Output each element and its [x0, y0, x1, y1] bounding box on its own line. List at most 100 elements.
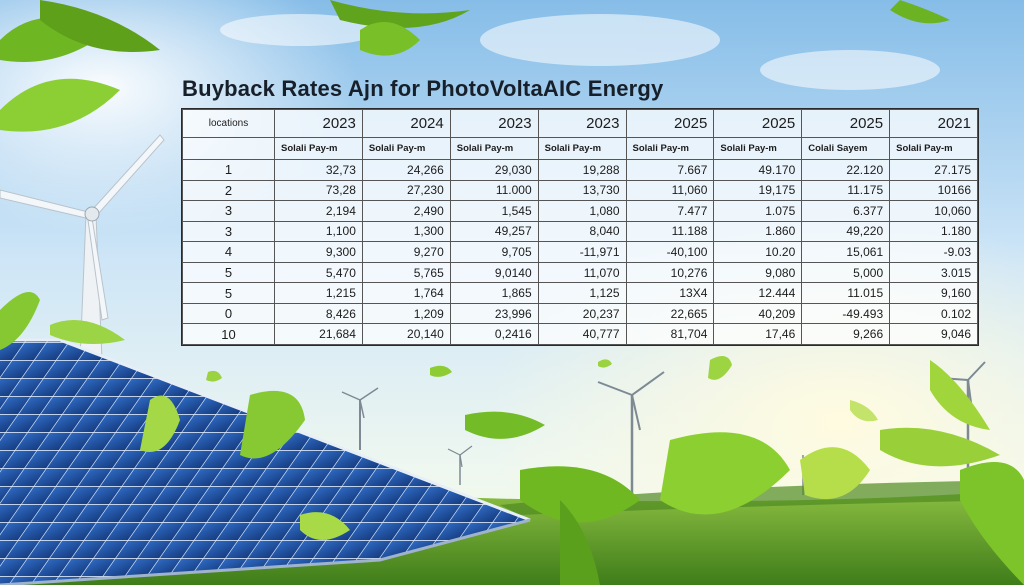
- table-cell: 24,266: [361, 159, 451, 181]
- table-cell: 1.075: [713, 200, 803, 222]
- table-cell: 12.444: [713, 282, 803, 304]
- row-index: 4: [182, 241, 275, 263]
- subheader: Solali Pay-m: [274, 137, 363, 160]
- year-header: 2025: [625, 109, 715, 138]
- table-cell: 2,490: [361, 200, 451, 222]
- table-cell: 9,0140: [449, 261, 539, 284]
- year-header: 2021: [889, 109, 978, 138]
- table-cell: 9,046: [889, 323, 978, 345]
- table-cell: -40,100: [625, 241, 715, 263]
- table-cell: 27.175: [889, 159, 978, 181]
- table-cell: 40,777: [537, 323, 627, 345]
- table-cell: 20,140: [361, 323, 451, 345]
- year-header: 2025: [801, 109, 891, 138]
- table-cell: 1,209: [361, 302, 451, 325]
- table-cell: 1.860: [713, 220, 803, 243]
- table-cell: 5,765: [361, 261, 451, 284]
- table-cell: 1.180: [889, 220, 978, 243]
- table-cell: 6.377: [801, 200, 891, 222]
- table-cell: 81,704: [625, 323, 715, 345]
- subheader: Solali Pay-m: [625, 137, 715, 160]
- table-cell: 7.477: [625, 200, 715, 222]
- table-cell: 5,470: [274, 261, 363, 284]
- row-index: 10: [182, 323, 275, 345]
- table-cell: 2,194: [274, 200, 363, 222]
- table-cell: 29,030: [449, 159, 539, 181]
- subheader-row: Solali Pay-m Solali Pay-m Solali Pay-m S…: [182, 137, 978, 160]
- rates-table: locations 2023 2024 2023 2023 2025 2025 …: [182, 109, 978, 345]
- table-cell: 1,300: [361, 220, 451, 243]
- row-index: 1: [182, 159, 275, 181]
- table-cell: 9,300: [274, 241, 363, 263]
- table-cell: 40,209: [713, 302, 803, 325]
- table-cell: -11,971: [537, 241, 627, 263]
- row-index: 5: [182, 261, 275, 284]
- table-cell: 1,865: [449, 282, 539, 304]
- table-cell: 21,684: [274, 323, 363, 345]
- table-cell: 9,705: [449, 241, 539, 263]
- page-title: Buyback Rates Ajn for PhotoVoltaAIC Ener…: [182, 76, 664, 101]
- table-row: 5 5,470 5,765 9,0140 11,070 10,276 9,080 5,000 3…: [182, 261, 978, 284]
- table-cell: 49,257: [449, 220, 539, 243]
- table-cell: 27,230: [361, 179, 451, 202]
- table-row: 10 21,684 20,140 0,2416 40,777 81,704 17,46 9,2…: [182, 323, 978, 345]
- table-cell: 19,175: [713, 179, 803, 202]
- year-header: 2024: [361, 109, 451, 138]
- table-cell: -9.03: [889, 241, 978, 263]
- table-cell: 22,665: [625, 302, 715, 325]
- table-cell: 49,220: [801, 220, 891, 243]
- table-cell: 7.667: [625, 159, 715, 181]
- table-cell: 1,125: [537, 282, 627, 304]
- table-cell: 9,080: [713, 261, 803, 284]
- year-header: 2023: [537, 109, 627, 138]
- table-cell: 10166: [889, 179, 978, 202]
- corner-subheader: [182, 137, 275, 160]
- table-cell: 11,060: [625, 179, 715, 202]
- table-row: 4 9,300 9,270 9,705 -11,971 -40,100 10.20 15,06…: [182, 241, 978, 263]
- table-cell: 5,000: [801, 261, 891, 284]
- table-cell: 23,996: [449, 302, 539, 325]
- table-cell: 20,237: [537, 302, 627, 325]
- table-cell: 9,160: [889, 282, 978, 304]
- subheader: Solali Pay-m: [713, 137, 803, 160]
- table-cell: 1,100: [274, 220, 363, 243]
- table-cell: 1,764: [361, 282, 451, 304]
- row-index: 3: [182, 200, 275, 222]
- table-row: 3 2,194 2,490 1,545 1,080 7.477 1.075 6.377 10,0…: [182, 200, 978, 222]
- table-cell: 11.175: [801, 179, 891, 202]
- subheader: Solali Pay-m: [449, 137, 539, 160]
- row-index: 5: [182, 282, 275, 304]
- table-cell: 19,288: [537, 159, 627, 181]
- table-cell: 8,040: [537, 220, 627, 243]
- table-cell: 49.170: [713, 159, 803, 181]
- table-row: 5 1,215 1,764 1,865 1,125 13X4 12.444 11.015 9,1…: [182, 282, 978, 304]
- row-index: 2: [182, 179, 275, 202]
- year-header: 2023: [274, 109, 363, 138]
- table-cell: -49.493: [801, 302, 891, 325]
- table-row: 0 8,426 1,209 23,996 20,237 22,665 40,209 -49.4…: [182, 302, 978, 325]
- table-cell: 10,060: [889, 200, 978, 222]
- table-cell: 11,070: [537, 261, 627, 284]
- table-cell: 1,080: [537, 200, 627, 222]
- solar-panel-icon: [0, 338, 531, 585]
- row-index: 3: [182, 220, 275, 243]
- rates-table-container: locations 2023 2024 2023 2023 2025 2025 …: [181, 108, 979, 346]
- year-header: 2025: [713, 109, 803, 138]
- table-cell: 32,73: [274, 159, 363, 181]
- table-cell: 17,46: [713, 323, 803, 345]
- table-cell: 11.000: [449, 179, 539, 202]
- subheader: Solali Pay-m: [361, 137, 451, 160]
- year-header-row: locations 2023 2024 2023 2023 2025 2025 …: [182, 109, 978, 138]
- corner-header: locations: [182, 109, 275, 138]
- table-row: 3 1,100 1,300 49,257 8,040 11.188 1.860 49,220 1…: [182, 220, 978, 243]
- table-cell: 1,215: [274, 282, 363, 304]
- table-cell: 0.102: [889, 302, 978, 325]
- table-cell: 13X4: [625, 282, 715, 304]
- table-cell: 13,730: [537, 179, 627, 202]
- row-index: 0: [182, 302, 275, 325]
- table-cell: 22.120: [801, 159, 891, 181]
- table-body: 1 32,73 24,266 29,030 19,288 7.667 49.170 22.12…: [182, 159, 978, 345]
- table-cell: 9,270: [361, 241, 451, 263]
- table-cell: 3.015: [889, 261, 978, 284]
